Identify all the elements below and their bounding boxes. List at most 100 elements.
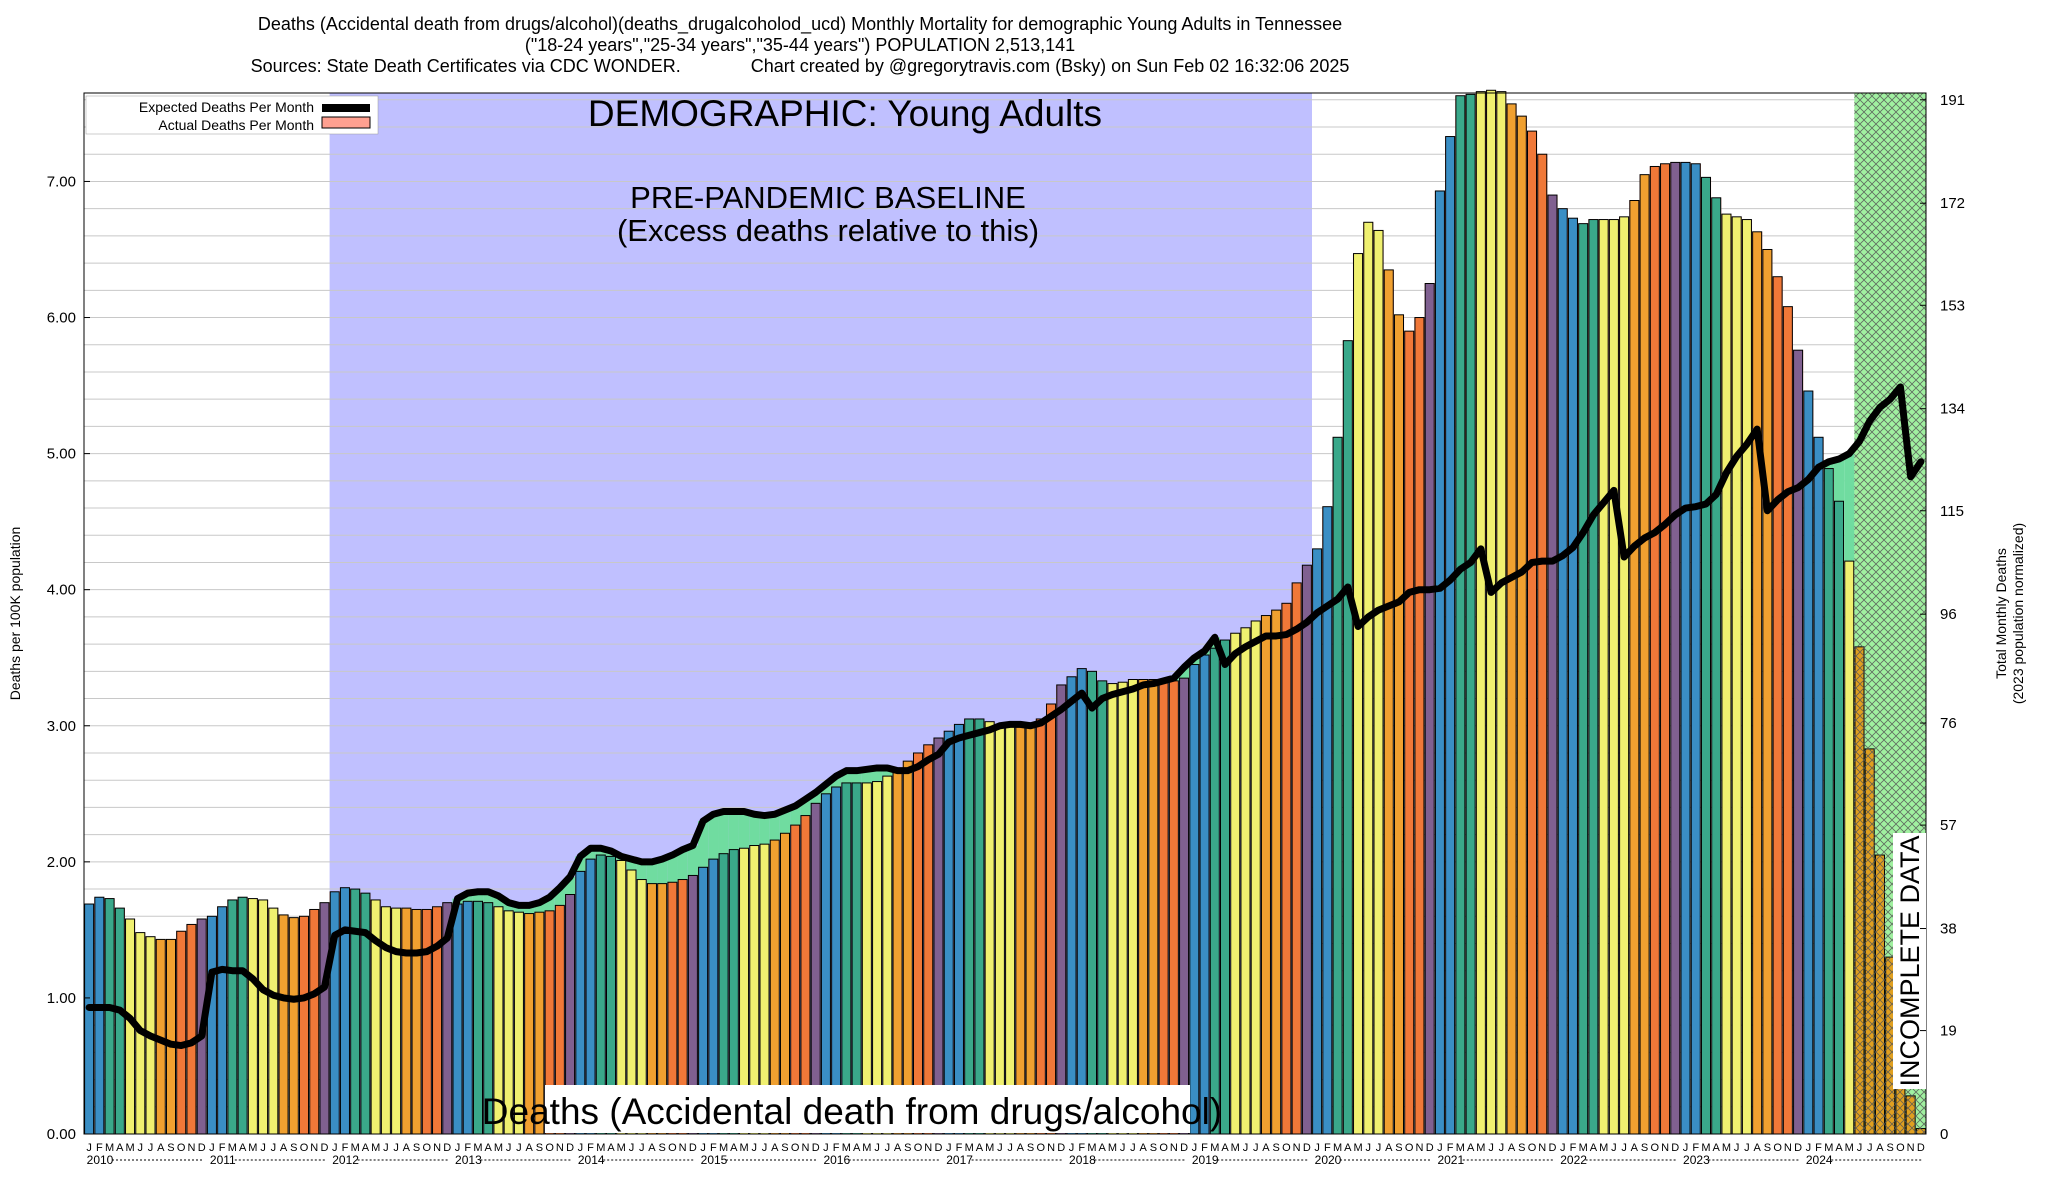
actual-bar <box>421 908 432 1135</box>
actual-bar <box>1035 718 1046 1135</box>
deficit-fill <box>667 855 678 883</box>
bottom-label-backdrop <box>545 1085 1190 1133</box>
chart-subtitle: ("18-24 years","25-34 years","35-44 year… <box>524 35 1076 55</box>
actual-bar <box>339 887 350 1135</box>
actual-bar <box>1475 91 1486 1135</box>
legend-actual-swatch <box>321 116 371 129</box>
actual-bar <box>810 802 821 1135</box>
month-tick-label: N <box>1170 1142 1178 1154</box>
month-tick-label: M <box>351 1142 360 1154</box>
month-tick-label: M <box>1599 1142 1608 1154</box>
month-tick-label: J <box>1437 1142 1443 1154</box>
deficit-fill <box>779 810 791 834</box>
month-tick-label: D <box>1549 1142 1557 1154</box>
y2-tick-label: 191 <box>1940 92 1965 109</box>
month-tick-label: J <box>332 1142 338 1154</box>
month-tick-label: M <box>1456 1142 1465 1154</box>
actual-bar <box>401 907 412 1135</box>
month-tick-label: N <box>679 1142 687 1154</box>
actual-bar <box>1015 726 1026 1135</box>
actual-bar <box>964 718 975 1135</box>
month-tick-label: D <box>935 1142 943 1154</box>
actual-bar <box>1199 654 1210 1135</box>
month-tick-label: N <box>1293 1142 1301 1154</box>
actual-bar <box>1240 627 1251 1135</box>
actual-bar <box>114 907 125 1135</box>
month-tick-label: J <box>260 1142 266 1154</box>
month-tick-label: F <box>219 1142 226 1154</box>
month-tick-label: M <box>1722 1142 1731 1154</box>
actual-bar <box>1782 306 1793 1135</box>
month-tick-label: J <box>1560 1142 1566 1154</box>
month-tick-label: J <box>629 1142 635 1154</box>
month-tick-label: F <box>1201 1142 1208 1154</box>
month-tick-label: D <box>1917 1142 1925 1154</box>
deficit-fill <box>831 776 842 787</box>
month-tick-label: J <box>885 1142 891 1154</box>
month-tick-label: O <box>177 1142 186 1154</box>
month-tick-label: N <box>556 1142 564 1154</box>
month-tick-label: A <box>1262 1142 1270 1154</box>
month-tick-label: O <box>1773 1142 1782 1154</box>
month-tick-label: M <box>248 1142 257 1154</box>
month-tick-label: J <box>516 1142 522 1154</box>
actual-bar <box>1741 219 1752 1135</box>
actual-bar <box>288 917 299 1135</box>
actual-bar <box>1066 676 1077 1135</box>
plot-frame <box>83 92 1927 1135</box>
month-tick-label: M <box>617 1142 626 1154</box>
month-tick-label: F <box>96 1142 103 1154</box>
actual-bar <box>1557 208 1568 1135</box>
actual-bar <box>1332 436 1343 1135</box>
actual-bar <box>350 888 361 1135</box>
actual-bar <box>258 899 269 1135</box>
deficit-fill <box>1178 667 1190 679</box>
month-tick-label: O <box>914 1142 923 1154</box>
actual-bar <box>820 793 831 1135</box>
month-tick-label: J <box>1243 1142 1249 1154</box>
y2-tick-label: 172 <box>1940 195 1965 212</box>
actual-bar <box>1844 560 1855 1135</box>
month-tick-label: A <box>894 1142 902 1154</box>
month-tick-label: O <box>1528 1142 1537 1154</box>
deficit-fill <box>708 814 719 860</box>
actual-bar <box>913 752 924 1135</box>
expected-line <box>85 383 1925 1050</box>
actual-bar <box>411 908 422 1135</box>
month-tick-label: J <box>1069 1142 1075 1154</box>
deficit-fill <box>810 792 821 804</box>
month-tick-label: S <box>1518 1142 1525 1154</box>
month-tick-label: D <box>198 1142 206 1154</box>
month-tick-label: A <box>976 1142 984 1154</box>
actual-bar <box>1250 620 1261 1135</box>
month-tick-label: J <box>148 1142 154 1154</box>
actual-bar <box>237 896 248 1135</box>
actual-bar <box>1056 684 1067 1135</box>
month-tick-label: J <box>1314 1142 1320 1154</box>
month-tick-label: J <box>997 1142 1003 1154</box>
incomplete-data-label: INCOMPLETE DATA <box>1895 835 1925 1086</box>
actual-bar <box>1342 340 1353 1135</box>
actual-bar <box>851 782 862 1135</box>
actual-bar <box>1046 703 1057 1135</box>
month-tick-label: J <box>1376 1142 1382 1154</box>
month-tick-label: N <box>1538 1142 1546 1154</box>
actual-bar <box>943 730 954 1135</box>
month-tick-label: S <box>1027 1142 1034 1154</box>
year-tick-label: 2018 <box>1069 1153 1096 1167</box>
actual-bar <box>1179 677 1190 1135</box>
deficit-fill <box>646 861 658 884</box>
month-tick-label: A <box>1385 1142 1393 1154</box>
y-tick-label: 6.00 <box>47 310 76 327</box>
month-tick-label: O <box>668 1142 677 1154</box>
month-tick-label: S <box>536 1142 543 1154</box>
month-tick-label: A <box>403 1142 411 1154</box>
month-tick-label: J <box>1806 1142 1812 1154</box>
deficit-fill <box>524 905 535 914</box>
y2-tick-label: 19 <box>1940 1023 1957 1040</box>
actual-bar <box>299 915 310 1135</box>
month-tick-label: A <box>648 1142 656 1154</box>
bottom-label: Deaths (Accidental death from drugs/alco… <box>482 1091 1222 1132</box>
actual-bar <box>217 906 228 1135</box>
year-tick-label: 2022 <box>1560 1153 1587 1167</box>
